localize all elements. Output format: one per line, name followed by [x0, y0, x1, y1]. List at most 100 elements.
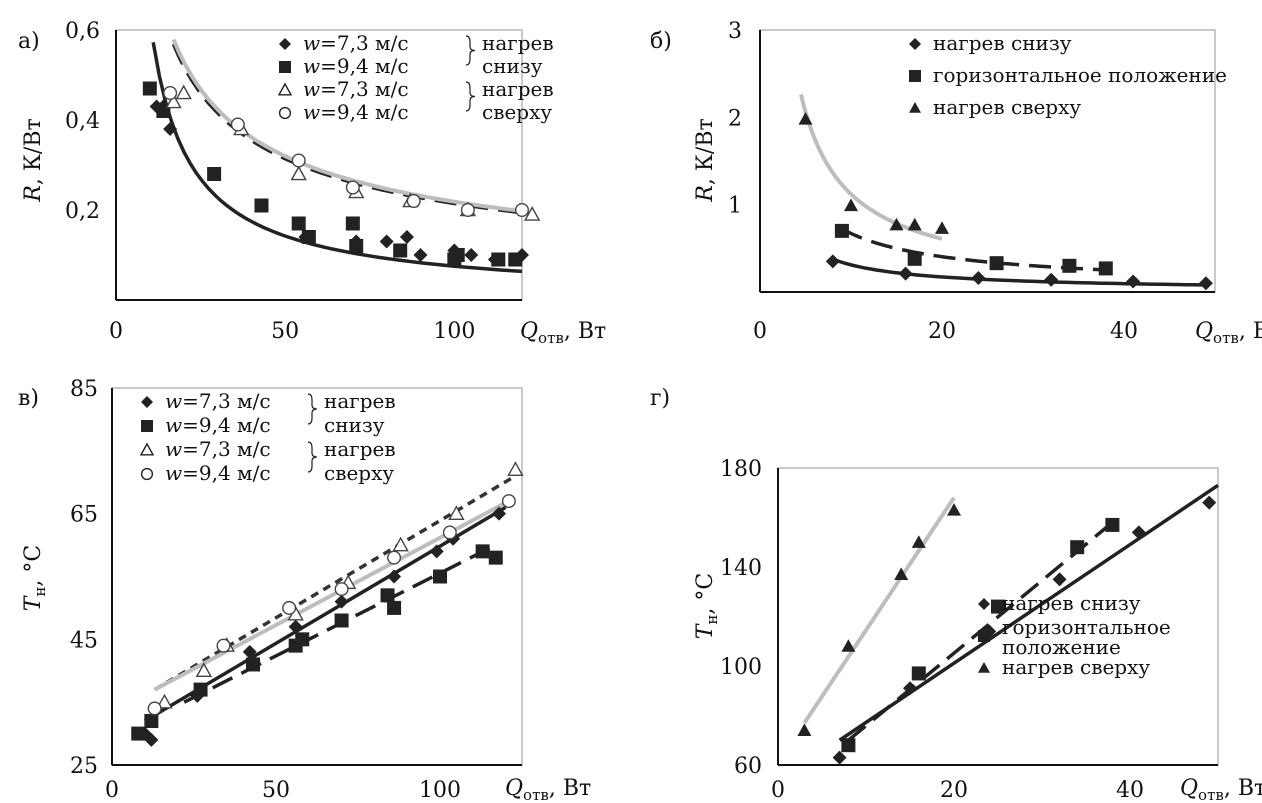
- data-point: [523, 206, 541, 221]
- legend-label-value: =7,3 м/с: [320, 77, 408, 101]
- y-axis-label: Tн, °C: [21, 545, 49, 612]
- y-tick-label: 180: [720, 457, 762, 482]
- x-axis-label-sub: отв: [523, 786, 549, 803]
- data-point: [947, 503, 961, 516]
- legend: нагрев снизу горизонтальное положение нагр…: [909, 31, 1227, 119]
- data-point: [844, 198, 858, 212]
- legend-marker: [978, 598, 990, 610]
- legend-label-line1: горизонтальное: [1002, 615, 1171, 639]
- data-point: [448, 505, 465, 520]
- legend-label: w=7,3 м/с: [303, 77, 409, 101]
- chart-panel-4: г) 0 20 40 60 100 140 180 Tн, °C Qотв, Вт нагрев с…: [650, 386, 1262, 803]
- legend-label: w=7,3 м/с: [165, 437, 271, 461]
- x-tick-label: 100: [419, 778, 461, 803]
- y-tick-label: 2: [728, 106, 742, 131]
- legend-brace: [465, 35, 476, 66]
- x-axis-label-sub: отв: [1213, 329, 1239, 347]
- legend-group-label: снизу: [324, 413, 385, 437]
- x-tick-label: 0: [105, 778, 119, 803]
- data-point: [450, 248, 465, 262]
- legend-label: w=9,4 м/с: [165, 413, 271, 437]
- legend-label-var: w: [165, 437, 182, 461]
- data-point: [464, 248, 479, 262]
- legend-label-value: =9,4 м/с: [320, 100, 408, 124]
- legend-label: нагрев снизу: [933, 31, 1072, 55]
- x-axis-label-unit: , Вт: [1224, 776, 1262, 801]
- legend-marker: [141, 420, 153, 432]
- data-point: [282, 600, 297, 615]
- legend-marker: [139, 442, 155, 456]
- x-tick-label: 20: [940, 778, 968, 803]
- legend-label: нагрев сверху: [1002, 655, 1150, 679]
- legend-label-value: =7,3 м/с: [320, 31, 408, 55]
- data-point: [1098, 261, 1113, 276]
- data-point: [507, 461, 524, 476]
- fit-curve-3: [802, 496, 956, 725]
- data-point: [288, 619, 303, 634]
- y-tick-label: 1: [728, 194, 742, 219]
- legend-label-value: =9,4 м/с: [320, 54, 408, 78]
- data-point: [195, 662, 213, 678]
- data-point: [291, 153, 306, 168]
- legend-marker: [279, 38, 291, 50]
- data-point: [290, 165, 307, 181]
- legend-group-label: нагрев: [482, 31, 554, 55]
- data-point: [492, 506, 507, 521]
- y-axis-label-main: R: [21, 185, 46, 203]
- panel-label: в): [18, 386, 39, 411]
- legend-label: w=7,3 м/с: [165, 389, 271, 413]
- fit-curve-3: [153, 474, 517, 692]
- x-axis-label-unit: , Вт: [549, 776, 591, 801]
- x-axis-label-sub: отв: [1198, 786, 1224, 803]
- x-axis-label-sub: отв: [538, 329, 564, 347]
- y-axis-label: R, К/Вт: [693, 118, 718, 202]
- data-point: [911, 535, 926, 548]
- data-point: [442, 525, 457, 540]
- y-axis-label-unit: , °C: [693, 573, 718, 615]
- data-point: [907, 217, 922, 231]
- panel-label: б): [650, 29, 672, 54]
- legend-marker: [909, 70, 921, 82]
- legend-label-value: =9,4 м/с: [182, 461, 270, 485]
- y-axis-label-unit: , К/Вт: [693, 118, 718, 185]
- fit-curve-1: [151, 41, 523, 274]
- data-point: [387, 569, 402, 584]
- x-tick-label: 0: [753, 319, 767, 344]
- legend-group-label: нагрев: [324, 437, 396, 461]
- data-point: [894, 567, 909, 581]
- legend-label-line2: положение: [1002, 635, 1121, 659]
- legend-group-label: нагрев: [482, 77, 554, 101]
- data-point: [156, 693, 173, 709]
- data-point: [387, 550, 402, 565]
- y-tick-label: 0,6: [65, 19, 100, 44]
- x-tick-label: 20: [928, 319, 956, 344]
- data-point: [841, 639, 856, 652]
- data-point: [147, 701, 162, 716]
- data-point: [903, 681, 917, 696]
- data-point: [1131, 525, 1146, 540]
- legend-label-var: w: [165, 461, 182, 485]
- x-axis-label: Qотв, Вт: [1195, 319, 1262, 347]
- y-tick-label: 25: [70, 754, 98, 779]
- data-point: [345, 180, 360, 195]
- data-point: [515, 202, 530, 217]
- legend-group-label: нагрев: [324, 389, 396, 413]
- data-point: [991, 599, 1005, 614]
- y-axis-label-main: T: [693, 622, 718, 639]
- legend: w=7,3 м/с нагрев w=9,4 м/с снизу w=7,3 м/с на…: [139, 389, 396, 485]
- fit-curve-1: [838, 483, 1219, 742]
- legend-marker: [277, 82, 293, 96]
- x-axis-label-unit: , Вт: [564, 319, 606, 344]
- x-tick-label: 40: [1116, 778, 1144, 803]
- data-point: [413, 248, 428, 262]
- data-point: [429, 544, 444, 559]
- data-point: [392, 536, 409, 552]
- data-point: [334, 582, 349, 597]
- data-point: [246, 657, 261, 672]
- data-point: [501, 494, 516, 509]
- x-tick-label: 0: [771, 778, 785, 803]
- data-point: [491, 252, 506, 267]
- legend-label: нагрев снизу: [1002, 591, 1141, 615]
